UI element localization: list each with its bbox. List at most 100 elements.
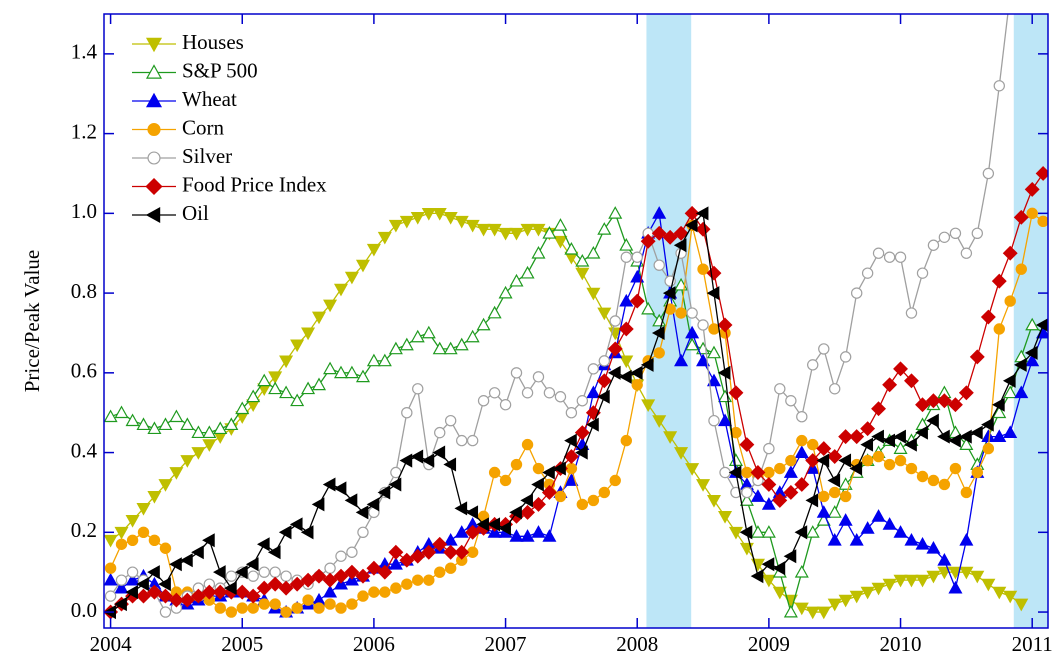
marker — [136, 588, 151, 604]
marker — [520, 504, 535, 520]
marker — [816, 505, 831, 518]
marker — [191, 545, 204, 560]
legend-label: Corn — [182, 115, 225, 139]
marker — [388, 219, 403, 233]
marker — [708, 323, 720, 335]
y-tick-label: 0.8 — [71, 279, 97, 303]
marker — [202, 439, 217, 452]
marker — [531, 496, 546, 512]
marker — [169, 467, 184, 480]
marker — [432, 207, 447, 221]
marker — [783, 465, 798, 478]
x-tick-label: 2004 — [90, 632, 133, 656]
marker — [214, 602, 226, 614]
marker — [697, 263, 709, 275]
marker — [388, 341, 403, 355]
marker — [947, 397, 963, 413]
marker — [992, 405, 1007, 419]
marker — [739, 493, 754, 506]
marker — [937, 552, 952, 566]
marker — [992, 397, 1005, 412]
marker — [531, 525, 546, 538]
marker — [179, 592, 195, 608]
marker — [454, 525, 469, 538]
marker — [357, 526, 369, 539]
marker — [598, 355, 611, 367]
marker — [761, 525, 776, 538]
marker — [158, 588, 173, 604]
marker — [1002, 245, 1018, 261]
marker — [969, 349, 985, 365]
marker — [805, 493, 819, 508]
marker — [684, 218, 698, 233]
marker — [368, 586, 380, 598]
marker — [191, 447, 206, 460]
marker — [465, 505, 479, 520]
marker — [684, 205, 700, 221]
marker — [653, 259, 665, 271]
marker — [235, 565, 248, 580]
marker — [246, 389, 261, 403]
marker — [827, 449, 843, 465]
marker — [960, 247, 973, 259]
marker — [883, 458, 896, 471]
marker — [971, 466, 983, 479]
marker — [805, 525, 820, 538]
marker — [949, 462, 962, 475]
marker — [498, 285, 513, 299]
marker — [839, 351, 852, 363]
marker — [476, 223, 491, 237]
marker — [564, 241, 579, 255]
marker — [938, 231, 951, 243]
y-tick-label: 0.6 — [71, 359, 97, 383]
marker — [543, 387, 556, 399]
marker — [444, 414, 457, 427]
marker — [664, 303, 676, 315]
marker — [794, 525, 808, 540]
marker — [685, 325, 700, 339]
marker — [728, 465, 742, 480]
legend-marker — [145, 64, 163, 79]
marker — [488, 466, 501, 479]
marker — [827, 598, 842, 612]
marker — [883, 251, 896, 263]
marker — [454, 544, 470, 560]
marker — [882, 517, 897, 530]
marker — [629, 293, 645, 309]
marker — [553, 461, 566, 476]
marker — [532, 462, 545, 475]
marker — [849, 533, 864, 546]
marker — [333, 283, 349, 297]
marker — [180, 455, 195, 468]
marker — [882, 433, 896, 448]
marker — [640, 357, 654, 372]
marker — [323, 299, 338, 313]
marker — [1014, 598, 1029, 612]
marker — [115, 538, 128, 550]
marker — [938, 478, 951, 491]
marker — [937, 429, 950, 444]
marker — [377, 353, 392, 367]
marker — [805, 453, 821, 468]
marker — [982, 167, 995, 180]
marker — [344, 493, 358, 508]
marker — [728, 385, 744, 401]
marker — [663, 431, 678, 444]
marker — [104, 534, 118, 548]
marker — [520, 223, 535, 237]
marker — [399, 552, 415, 568]
marker — [970, 425, 983, 440]
marker — [278, 580, 294, 596]
marker — [531, 477, 544, 492]
marker — [905, 462, 918, 475]
marker — [829, 486, 841, 499]
marker — [311, 377, 327, 391]
marker — [104, 562, 117, 574]
marker — [256, 580, 272, 596]
marker — [619, 238, 634, 251]
marker — [739, 525, 753, 540]
marker — [926, 393, 941, 409]
marker — [190, 588, 206, 604]
marker — [333, 568, 349, 584]
